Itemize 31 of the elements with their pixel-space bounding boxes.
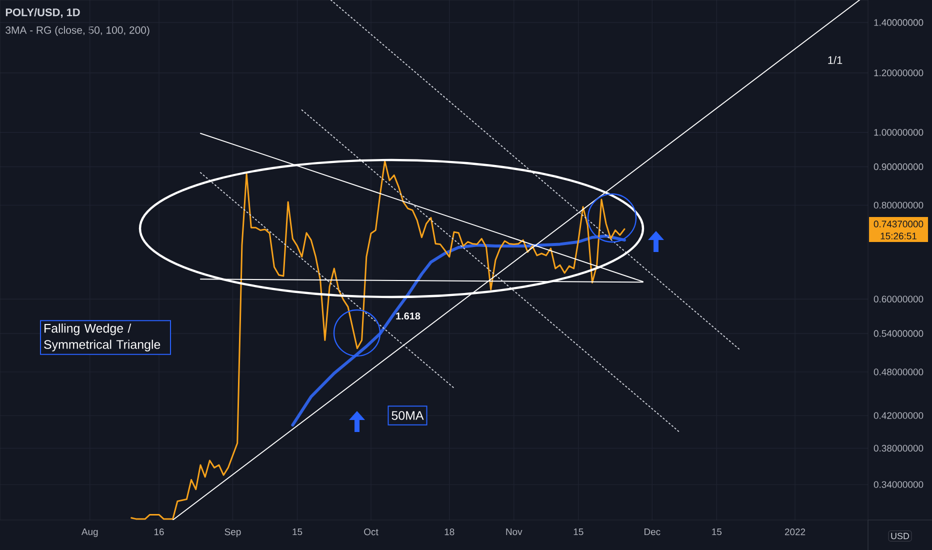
y-tick-label: 1.20000000 xyxy=(874,69,924,76)
y-tick-label: 0.42000000 xyxy=(874,412,924,419)
x-tick-label: 15 xyxy=(712,528,722,536)
x-tick-label: Sep xyxy=(224,528,241,538)
y-tick-label: 0.80000000 xyxy=(874,202,924,209)
text: USD xyxy=(891,532,910,540)
annotation: 50MA xyxy=(392,411,424,420)
x-tick-label: 16 xyxy=(154,528,164,536)
text: 3MA - RG (close, 50, 100, 200) xyxy=(6,26,150,36)
text: 15:26:51 xyxy=(880,232,916,240)
x-tick-label: 18 xyxy=(444,528,454,536)
x-tick-label: Nov xyxy=(506,528,522,536)
annotation: 1/1 xyxy=(828,56,842,64)
annotation: 1.618 xyxy=(396,312,420,320)
y-tick-label: 0.60000000 xyxy=(874,296,924,302)
y-tick-label: 1.40000000 xyxy=(874,19,924,26)
x-tick-label: 15 xyxy=(574,528,584,536)
x-tick-label: Oct xyxy=(364,528,378,536)
y-tick-label: 0.38000000 xyxy=(874,444,924,452)
y-tick-label: 1.00000000 xyxy=(874,129,924,136)
x-tick-label: 15 xyxy=(292,528,302,536)
text: POLY/USD, 1D xyxy=(6,8,80,18)
y-tick-label: 0.48000000 xyxy=(874,368,924,376)
x-tick-label: Dec xyxy=(644,528,660,536)
y-tick-label: 0.34000000 xyxy=(874,481,924,488)
y-tick-label: 0.90000000 xyxy=(874,163,924,170)
x-tick-label: 2022 xyxy=(784,528,806,536)
y-tick-label: 0.54000000 xyxy=(874,330,924,337)
annotation: Falling Wedge / Symmetrical Triangle xyxy=(44,324,160,352)
text: 0.74370000 xyxy=(874,220,924,228)
x-tick-label: Aug xyxy=(81,528,98,538)
